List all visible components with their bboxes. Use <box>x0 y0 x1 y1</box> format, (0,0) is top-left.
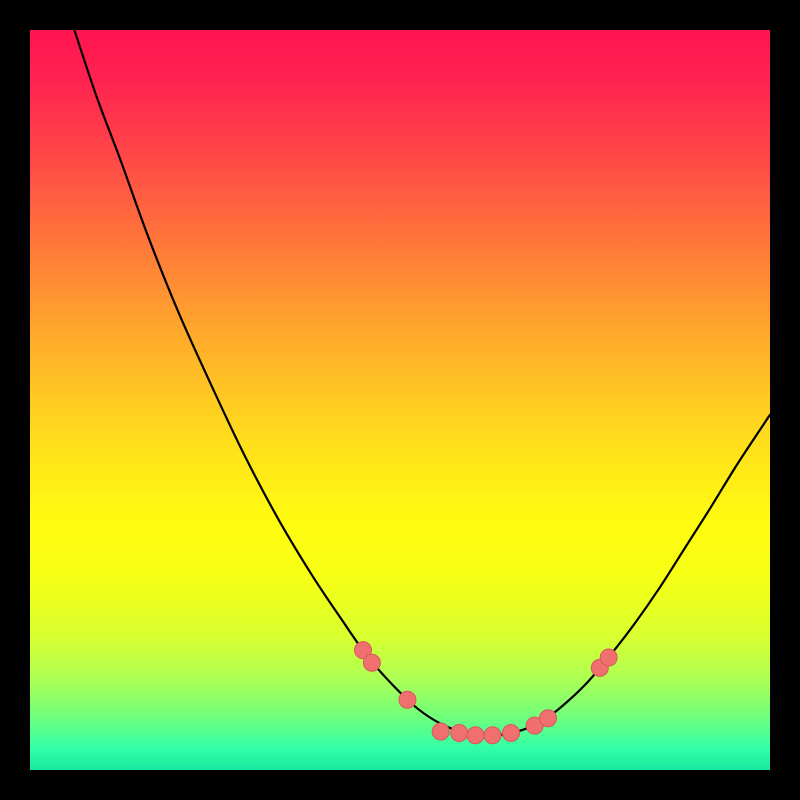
chart-gradient-background <box>30 30 770 770</box>
curve-marker <box>540 710 557 727</box>
curve-marker <box>484 727 501 744</box>
curve-marker <box>451 725 468 742</box>
curve-marker <box>399 691 416 708</box>
bottleneck-curve-chart <box>0 0 800 800</box>
curve-marker <box>467 727 484 744</box>
curve-marker <box>503 725 520 742</box>
curve-marker <box>600 649 617 666</box>
curve-marker <box>432 723 449 740</box>
curve-marker <box>363 654 380 671</box>
chart-stage: TheBottleneck.com <box>0 0 800 800</box>
